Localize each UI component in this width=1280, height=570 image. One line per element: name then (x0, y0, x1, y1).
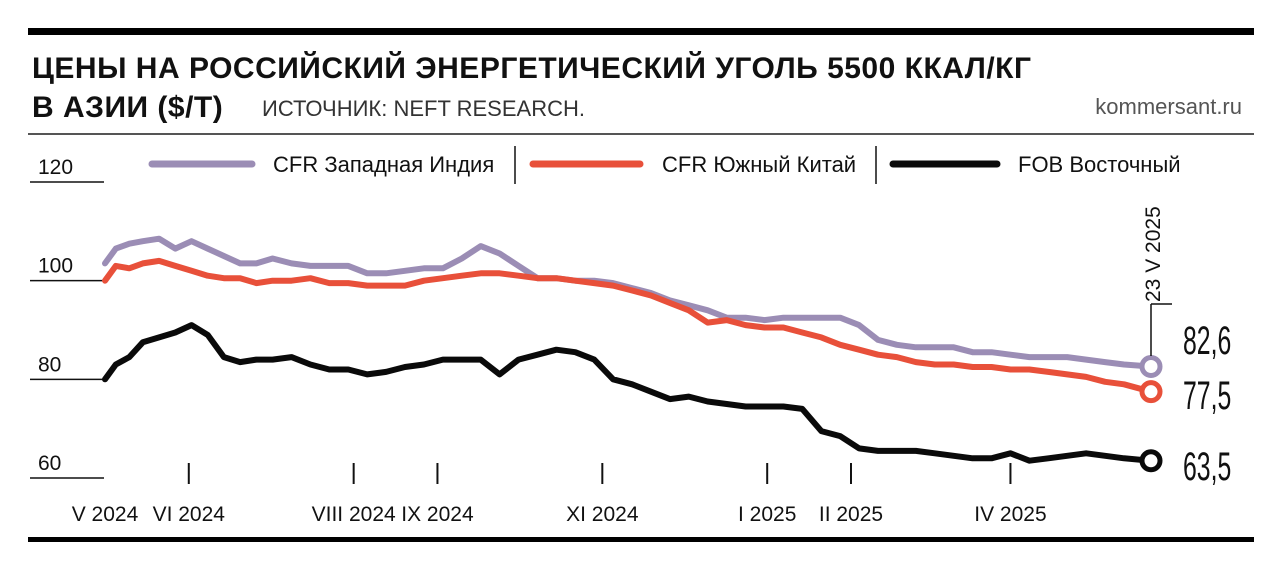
chart-title-line-2: В АЗИИ ($/Т) (32, 91, 224, 124)
y-tick-label: 100 (38, 255, 73, 278)
x-tick-label: V 2024 (72, 503, 139, 526)
end-annotations: 82,6 77,5 63,5 23 V 2025 (1139, 206, 1231, 490)
x-tick-label: VIII 2024 (312, 503, 396, 526)
series-end-value: 63,5 (1183, 445, 1231, 489)
x-tick-label: IX 2024 (401, 503, 474, 526)
bottom-rule (28, 537, 1254, 542)
chart-title-line-1: ЦЕНЫ НА РОССИЙСКИЙ ЭНЕРГЕТИЧЕСКИЙ УГОЛЬ … (32, 52, 1032, 85)
legend-label: CFR Южный Китай (662, 152, 856, 177)
legend-label: CFR Западная Индия (273, 152, 494, 177)
series-line (102, 235, 1154, 370)
source-note: ИСТОЧНИК: NEFT RESEARCH. (262, 96, 585, 121)
series-end-value: 77,5 (1183, 374, 1231, 418)
series-line (102, 322, 1154, 464)
y-tick-label: 60 (38, 452, 61, 475)
site-credit: kommersant.ru (1095, 94, 1242, 119)
series-end-value: 82,6 (1183, 319, 1231, 363)
x-tick-label: II 2025 (819, 503, 883, 526)
header-divider (28, 133, 1254, 135)
series-lines (102, 235, 1154, 464)
series-end-marker (1139, 449, 1163, 473)
legend: CFR Западная Индия CFR Южный Китай FOB Вос… (148, 146, 1181, 184)
x-tick-label: XI 2024 (566, 503, 639, 526)
y-tick-label: 80 (38, 353, 61, 376)
x-tick-label: VI 2024 (153, 503, 226, 526)
series-end-marker (1139, 380, 1163, 404)
y-tick-label: 120 (38, 156, 73, 179)
x-axis: V 2024 VI 2024 VIII 2024 IX 2024 XI 2024 I 20… (72, 463, 1047, 526)
x-tick-label: I 2025 (738, 503, 796, 526)
series-line (102, 257, 1154, 395)
x-tick-label: IV 2025 (974, 503, 1046, 526)
end-date-label: 23 V 2025 (1142, 206, 1165, 302)
legend-label: FOB Восточный (1018, 152, 1181, 177)
series-end-marker (1139, 355, 1163, 379)
y-axis: 120 100 80 60 (30, 156, 104, 479)
top-rule (28, 28, 1254, 35)
